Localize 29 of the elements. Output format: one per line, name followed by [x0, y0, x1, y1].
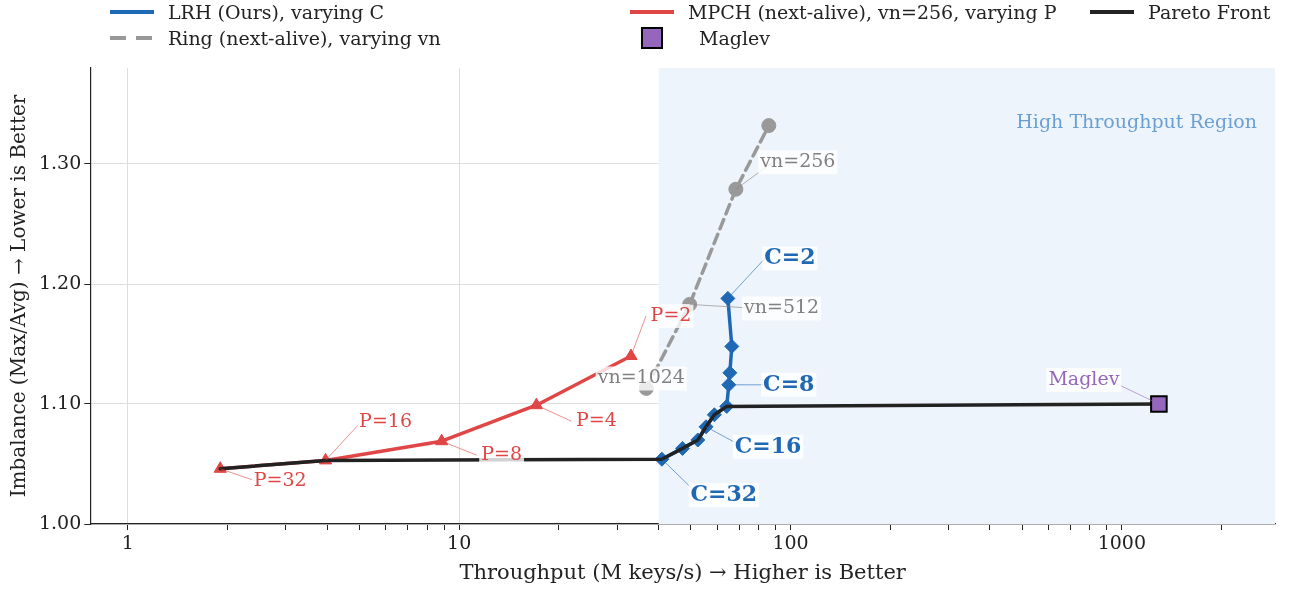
x-tick-label: 100 — [772, 531, 809, 554]
y-tick-label: 1.30 — [38, 150, 82, 173]
annotation: vn=256 — [759, 149, 836, 172]
annotation: C=16 — [734, 431, 802, 458]
annotation: C=2 — [764, 243, 816, 270]
annotation: vn=1024 — [596, 365, 685, 388]
annotation: P=16 — [359, 409, 413, 432]
annotation: P=8 — [481, 442, 523, 465]
annotation: P=32 — [253, 467, 307, 490]
annotation: C=32 — [690, 479, 758, 506]
legend-label: Maglev — [698, 26, 771, 50]
annotation: P=4 — [576, 408, 617, 431]
annotation: vn=512 — [743, 295, 820, 318]
y-axis-title: Imbalance (Max/Avg) → Lower is Better — [6, 94, 31, 498]
legend-label: LRH (Ours), varying C — [167, 0, 385, 24]
y-tick-label: 1.10 — [38, 390, 82, 413]
legend-label: Pareto Front — [1147, 0, 1272, 24]
x-axis-title: Throughput (M keys/s) → Higher is Better — [459, 559, 907, 584]
annotation: Maglev — [1048, 366, 1120, 389]
annotation: C=8 — [763, 369, 815, 396]
legend-label: MPCH (next-alive), vn=256, varying P — [687, 0, 1058, 24]
y-tick-label: 1.20 — [38, 270, 82, 293]
annotation: P=2 — [650, 302, 692, 325]
legend-label: Ring (next-alive), varying vn — [167, 26, 442, 50]
x-tick-label: 10 — [447, 531, 472, 554]
y-tick-label: 1.00 — [38, 510, 82, 533]
band-label: High Throughput Region — [1016, 109, 1257, 132]
x-tick-label: 1 — [121, 531, 134, 554]
x-tick-label: 1000 — [1097, 531, 1146, 554]
